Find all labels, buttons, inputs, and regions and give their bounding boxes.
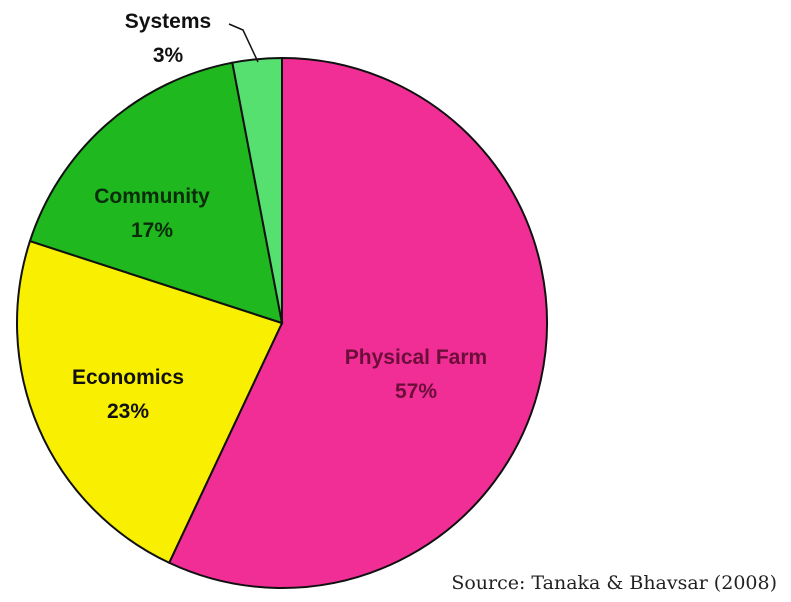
slice-value-economics: 23% <box>107 400 149 423</box>
slice-label-economics: Economics <box>72 366 184 389</box>
slice-label-systems: Systems <box>125 10 211 33</box>
pie-slice-economics <box>16 239 284 565</box>
slice-label-community: Community <box>94 185 210 208</box>
slice-value-systems: 3% <box>153 44 184 67</box>
slice-value-community: 17% <box>131 219 173 242</box>
slice-value-physical-farm: 57% <box>395 380 437 403</box>
pie-slice-community <box>28 61 284 325</box>
pie-slice-physical-farm <box>167 56 548 589</box>
source-note: Source: Tanaka & Bhavsar (2008) <box>451 572 777 594</box>
systems-leader-line <box>228 23 259 63</box>
slice-label-physical-farm: Physical Farm <box>345 346 487 369</box>
